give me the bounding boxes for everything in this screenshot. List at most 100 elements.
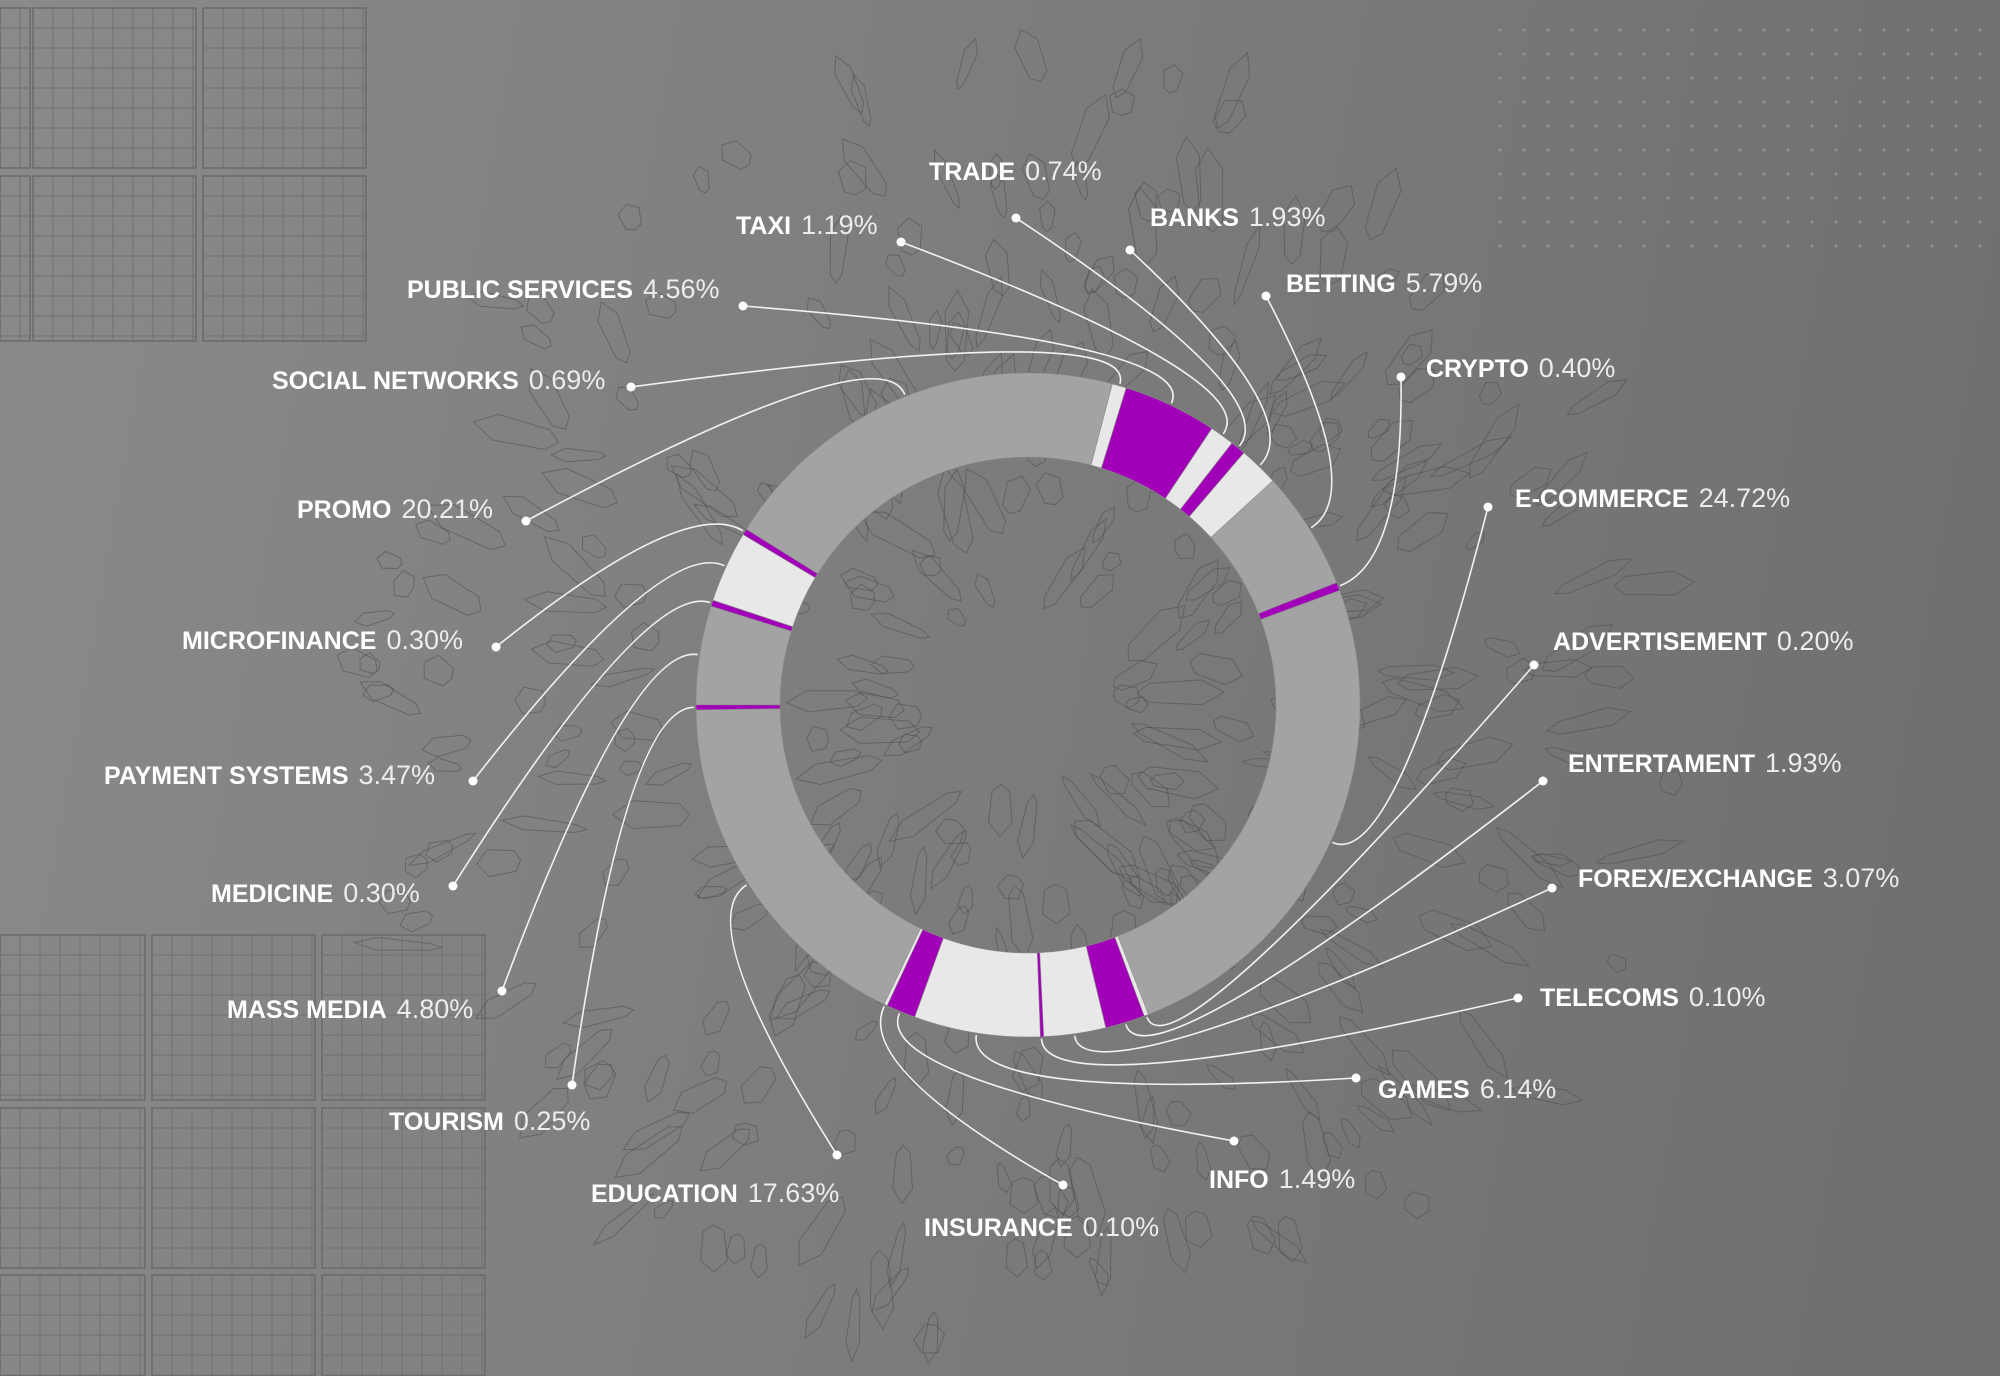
slice-label-name: SOCIAL NETWORKS [272, 367, 519, 395]
slice-label-mass-media: MASS MEDIA 4.80% [227, 994, 473, 1024]
slice-label-value: 1.19% [801, 210, 878, 240]
slice-label-value: 1.93% [1249, 202, 1326, 232]
slice-label-name: PUBLIC SERVICES [407, 276, 633, 304]
slice-label-name: INFO [1209, 1166, 1269, 1194]
slice-label-name: EDUCATION [591, 1180, 738, 1208]
leader-dot [1547, 883, 1557, 893]
slice-label-value: 4.56% [643, 274, 720, 304]
slice-label-name: E-COMMERCE [1515, 485, 1689, 513]
leader-line [452, 600, 711, 887]
leader-dot [1229, 1136, 1239, 1146]
leader-line [1332, 506, 1489, 845]
slice-label-telecoms: TELECOMS 0.10% [1540, 982, 1765, 1012]
slice-label-value: 1.49% [1279, 1164, 1356, 1194]
leader-line [896, 1012, 1235, 1142]
slice-label-public-services: PUBLIC SERVICES 4.56% [407, 274, 720, 304]
slice-label-name: MEDICINE [211, 880, 333, 908]
leader-line [1129, 249, 1271, 466]
leader-line [742, 305, 1174, 404]
slice-label-value: 0.30% [343, 878, 420, 908]
grid-panel [0, 1107, 146, 1269]
slice-label-banks: BANKS 1.93% [1150, 202, 1325, 232]
leader-dot [832, 1150, 842, 1160]
slice-label-value: 20.21% [401, 494, 493, 524]
slice-label-insurance: INSURANCE 0.10% [924, 1212, 1159, 1242]
slice-label-name: PAYMENT SYSTEMS [104, 762, 349, 790]
grid-panel [151, 1274, 316, 1376]
grid-panel [321, 1274, 486, 1376]
slice-label-value: 0.20% [1777, 626, 1854, 656]
donut-ring [695, 372, 1361, 1038]
leader-dot [468, 776, 478, 786]
slice-label-betting: BETTING 5.79% [1286, 268, 1482, 298]
slice-label-entertament: ENTERTAMENT 1.93% [1568, 748, 1842, 778]
grid-panel [202, 175, 367, 342]
slice-label-education: EDUCATION 17.63% [591, 1178, 839, 1208]
slice-label-name: BETTING [1286, 270, 1396, 298]
leader-dot [448, 881, 458, 891]
slice-label-value: 4.80% [397, 994, 474, 1024]
slice-label-name: PROMO [297, 496, 391, 524]
grid-panel [0, 7, 31, 169]
slice-label-trade: TRADE 0.74% [929, 156, 1102, 186]
leader-line [1015, 217, 1247, 447]
leader-line [975, 1034, 1357, 1086]
slice-label-medicine: MEDICINE 0.30% [211, 878, 420, 908]
slice-label-value: 5.79% [1406, 268, 1483, 298]
leader-dot [1261, 291, 1271, 301]
leader-lines [448, 213, 1557, 1190]
slice-label-name: MASS MEDIA [227, 996, 387, 1024]
slice-e-commerce [1117, 589, 1361, 1015]
leader-dot [1483, 502, 1493, 512]
slice-label-name: MICROFINANCE [182, 627, 376, 655]
slice-labels: E-COMMERCE 24.72% ADVERTISEMENT 0.20% ENTERT… [104, 156, 1899, 1242]
slice-label-crypto: CRYPTO 0.40% [1426, 353, 1615, 383]
grid-panel [0, 934, 146, 1101]
grid-panel [151, 934, 316, 1101]
slice-label-name: FOREX/EXCHANGE [1578, 865, 1813, 893]
leader-line [525, 378, 906, 522]
slice-label-name: TRADE [929, 158, 1015, 186]
grid-panel [32, 7, 197, 169]
slice-label-value: 6.14% [1480, 1074, 1557, 1104]
slice-label-value: 0.69% [529, 365, 606, 395]
slice-label-name: INSURANCE [924, 1214, 1073, 1242]
leader-dot [896, 237, 906, 247]
slice-label-name: TAXI [736, 212, 791, 240]
slice-promo [745, 372, 1113, 575]
slice-label-value: 24.72% [1699, 483, 1791, 513]
grid-panel [321, 1107, 486, 1269]
leader-line [1125, 780, 1544, 1037]
leader-dot [567, 1080, 577, 1090]
slice-label-value: 3.47% [359, 760, 436, 790]
leader-line [495, 523, 744, 648]
leader-line [1146, 664, 1535, 1027]
leader-dot [521, 516, 531, 526]
slice-tourism [695, 704, 781, 711]
leader-line [630, 351, 1122, 388]
slice-label-name: ADVERTISEMENT [1553, 628, 1767, 656]
dot-pattern [1498, 28, 1982, 248]
background-decoration [0, 7, 1982, 1376]
leader-line [879, 1006, 1064, 1186]
slice-label-name: CRYPTO [1426, 355, 1529, 383]
slice-label-name: TELECOMS [1540, 984, 1679, 1012]
leader-line [729, 884, 838, 1156]
slice-label-value: 0.25% [514, 1106, 591, 1136]
leader-line [472, 561, 725, 782]
grid-panel [0, 175, 31, 342]
slice-label-value: 0.10% [1689, 982, 1766, 1012]
leader-line [1073, 887, 1553, 1053]
slice-label-microfinance: MICROFINANCE 0.30% [182, 625, 463, 655]
slice-label-value: 0.30% [386, 625, 463, 655]
slice-label-value: 3.07% [1823, 863, 1900, 893]
leader-line [1265, 295, 1333, 529]
slice-label-name: BANKS [1150, 204, 1239, 232]
slice-label-taxi: TAXI 1.19% [736, 210, 878, 240]
grid-panel [202, 7, 367, 169]
slice-label-advertisement: ADVERTISEMENT 0.20% [1553, 626, 1853, 656]
grid-panel [151, 1107, 316, 1269]
slice-label-tourism: TOURISM 0.25% [389, 1106, 590, 1136]
